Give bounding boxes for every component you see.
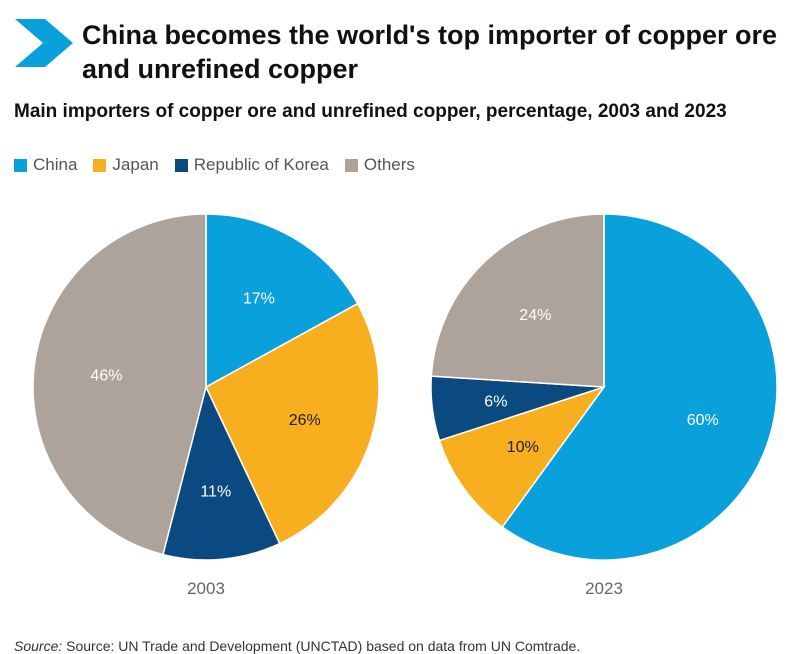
slice-label: 24% — [519, 307, 551, 324]
legend-label: Others — [363, 155, 415, 174]
legend-label: China — [33, 155, 78, 174]
slice-label: 11% — [200, 483, 231, 500]
slice-label: 17% — [243, 291, 275, 308]
pie-2003: 17% 26% 11% 46% 2003 — [32, 213, 380, 598]
legend-label: Republic of Korea — [193, 155, 329, 174]
source-text: Source: UN Trade and Development (UNCTAD… — [62, 638, 581, 654]
slice-label: 60% — [687, 412, 719, 429]
chart-title: China becomes the world's top importer o… — [82, 20, 778, 84]
legend: China Japan Republic of Korea Others — [14, 155, 431, 175]
source-note: Source: Source: UN Trade and Development… — [14, 638, 580, 654]
pie-caption: 2023 — [585, 579, 623, 598]
pie-slice-china — [205, 213, 359, 389]
chevron-icon — [15, 19, 73, 67]
pie-slice-others — [430, 213, 605, 388]
legend-item-japan: Japan — [93, 155, 159, 175]
legend-swatch — [14, 158, 27, 172]
pie-charts: 17% 26% 11% 46% 2003 60% 10% 6% 24% 2023 — [32, 213, 778, 598]
slice-label: 26% — [289, 412, 321, 429]
pie-slice-japan — [205, 302, 380, 545]
slice-label: 6% — [484, 394, 507, 411]
pie-slice-japan — [438, 385, 606, 529]
legend-item-china: China — [14, 155, 77, 175]
legend-swatch — [93, 158, 107, 172]
source-prefix: Source: — [14, 638, 63, 654]
legend-swatch — [344, 158, 358, 172]
legend-item-others: Others — [344, 155, 415, 175]
slice-label: 10% — [507, 439, 539, 456]
legend-item-republic-of-korea: Republic of Korea — [174, 155, 329, 175]
pie-caption: 2003 — [187, 579, 225, 598]
pie-2023: 60% 10% 6% 24% 2023 — [430, 213, 778, 598]
pie-slice-china — [501, 213, 778, 561]
legend-label: Japan — [112, 155, 159, 174]
pie-slice-republic-of-korea — [162, 384, 281, 561]
slice-label: 46% — [90, 367, 122, 384]
legend-swatch — [174, 158, 188, 172]
chart-subtitle: Main importers of copper ore and unrefin… — [14, 101, 727, 122]
pie-slice-others — [32, 213, 207, 556]
